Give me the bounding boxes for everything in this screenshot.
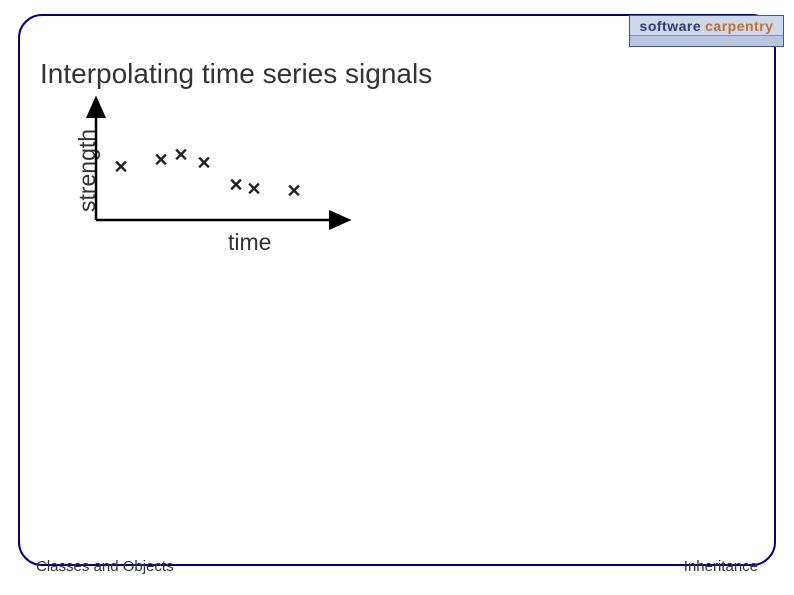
- scatter-point: ✕: [113, 158, 128, 176]
- scatter-point: ✕: [196, 154, 211, 172]
- scatter-point: ✕: [173, 146, 188, 164]
- scatter-point: ✕: [286, 182, 301, 200]
- logo-tagline: [630, 36, 783, 46]
- markers-layer: ✕✕✕✕✕✕✕: [96, 115, 336, 227]
- logo-word-1: software: [640, 18, 702, 34]
- slide-border: [18, 14, 776, 566]
- scatter-point: ✕: [246, 180, 261, 198]
- logo-top: software carpentry: [630, 16, 783, 36]
- scatter-chart: strength time ✕✕✕✕✕✕✕: [58, 115, 338, 235]
- logo-word-2: carpentry: [705, 18, 773, 34]
- footer-right: Inheritance: [684, 558, 758, 575]
- x-axis-label: time: [228, 229, 271, 256]
- footer-left: Classes and Objects: [36, 558, 174, 575]
- logo: software carpentry: [629, 15, 784, 47]
- scatter-point: ✕: [153, 151, 168, 169]
- slide-title: Interpolating time series signals: [40, 58, 432, 90]
- scatter-point: ✕: [228, 176, 243, 194]
